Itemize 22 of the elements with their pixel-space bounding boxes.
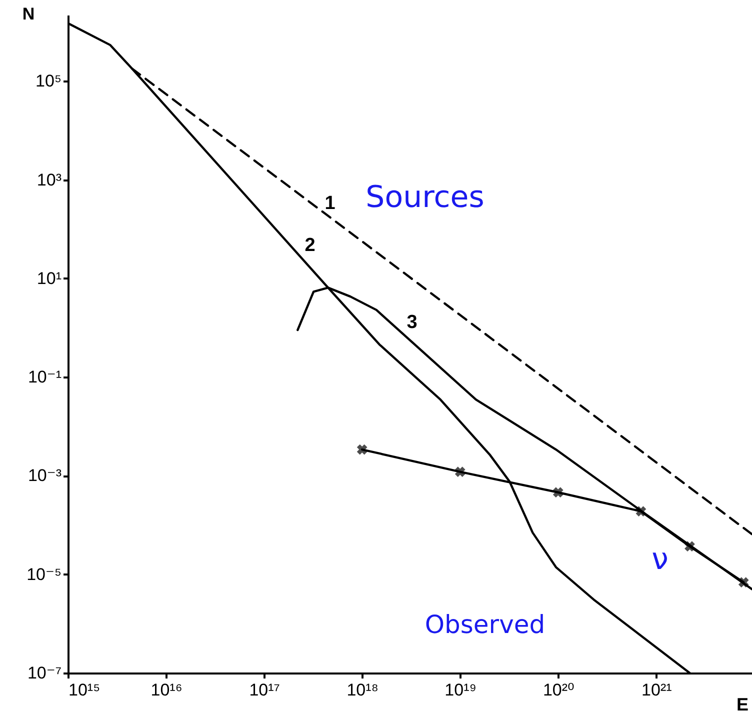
x-tick-label: 10¹⁹	[444, 680, 477, 700]
y-tick-label: 10⁻⁷	[27, 664, 62, 682]
annotation: Sources	[366, 180, 484, 215]
y-tick-label: 10¹	[36, 268, 62, 288]
x-tick-label: 10¹⁵	[68, 680, 100, 700]
y-tick-label: 10⁻³	[28, 466, 62, 486]
x-tick-label: 10¹⁷	[249, 680, 280, 700]
annotation: ν	[652, 542, 668, 577]
x-tick-label: 10¹⁶	[150, 680, 182, 700]
series-label: 2	[304, 235, 316, 256]
x-tick-label: 10¹⁸	[346, 680, 378, 700]
series-label: 1	[324, 193, 336, 214]
x-axis-title: E	[736, 694, 748, 714]
y-tick-label: 10³	[36, 170, 62, 190]
y-tick-label: 10⁵	[36, 72, 62, 91]
x-tick-label: 10²⁰	[542, 680, 575, 700]
y-tick-label: 10⁻⁵	[26, 564, 62, 584]
y-tick-label: 10⁻¹	[28, 368, 62, 387]
x-tick-label: 10²¹	[642, 680, 672, 700]
annotation: Observed	[424, 610, 546, 639]
y-axis-title: N	[22, 4, 35, 24]
series-label: 3	[406, 312, 418, 333]
